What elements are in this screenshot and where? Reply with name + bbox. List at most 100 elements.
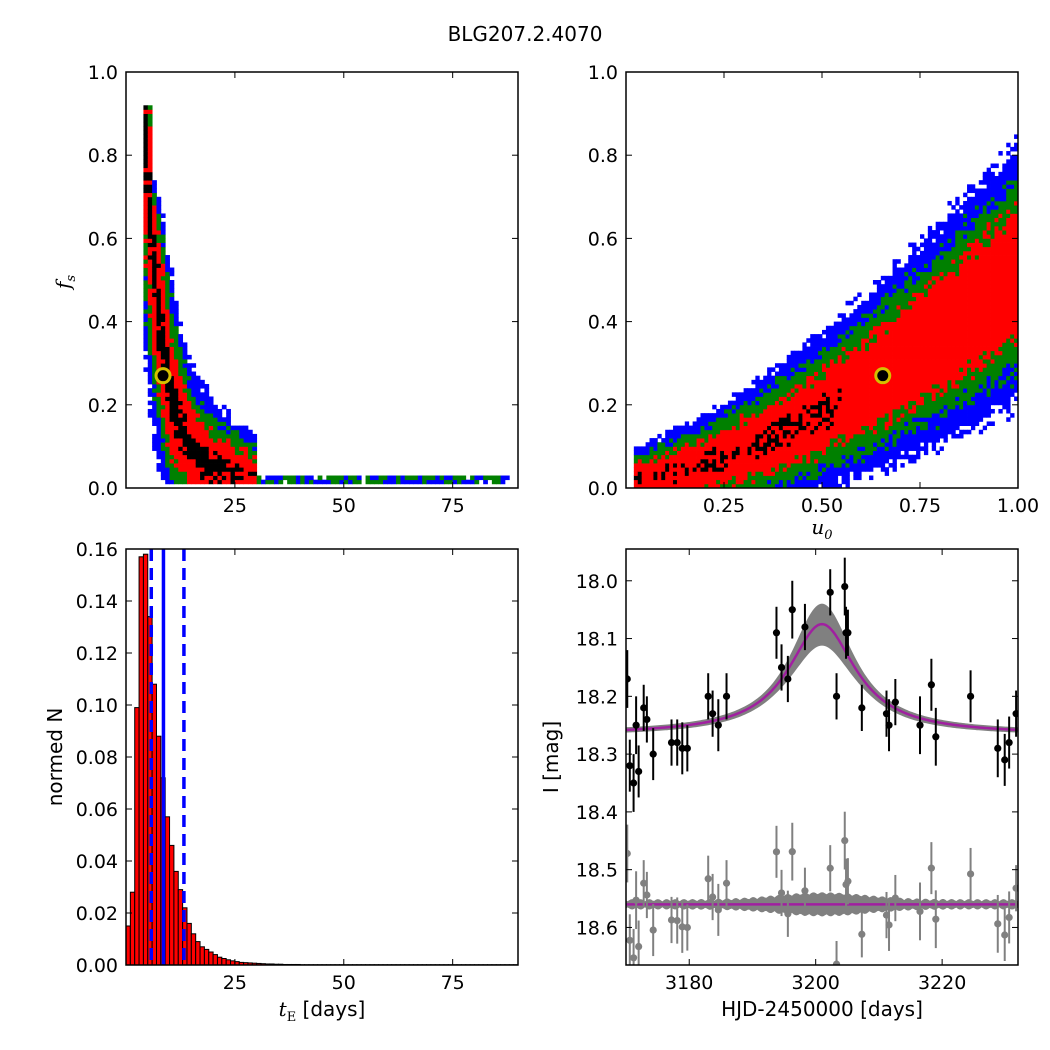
te-fs-cell (239, 425, 244, 431)
u0-fs-cell (986, 350, 991, 356)
te-fs-cell (213, 463, 218, 468)
te-fs-cell (186, 450, 192, 456)
u0-fs-cell (720, 438, 725, 443)
te-fs-cell (147, 313, 153, 318)
u0-fs-cell (908, 321, 913, 327)
u0-fs-cell (916, 425, 921, 431)
u0-fs-cell (794, 433, 799, 439)
u0-fs-cell (908, 300, 913, 306)
u0-fs-cell (931, 342, 937, 347)
u0-fs-cell (1006, 221, 1011, 227)
u0-fs-cell (994, 309, 999, 314)
u0-fs-cell (880, 284, 886, 289)
u0-fs-cell (916, 284, 921, 289)
u0-fs-cell (684, 475, 690, 481)
u0-fs-cell (1006, 313, 1011, 318)
te-fs-cell (226, 438, 231, 443)
u0-fs-cell (904, 300, 909, 306)
u0-fs-cell (927, 338, 933, 343)
u0-fs-cell (735, 471, 741, 476)
u0-fs-cell (978, 267, 984, 273)
u0-fs-cell (978, 209, 984, 214)
u0-fs-cell (967, 271, 972, 277)
u0-fs-cell (727, 458, 733, 464)
u0-fs-cell (967, 413, 972, 418)
u0-fs-cell (680, 479, 686, 485)
u0-fs-cell (782, 454, 788, 460)
u0-fs-cell (888, 367, 893, 372)
u0-fs-cell (935, 400, 940, 406)
te-fs-cell (204, 425, 210, 431)
u0-fs-cell (853, 363, 858, 368)
u0-fs-cell (872, 379, 878, 385)
u0-fs-cell (943, 375, 948, 381)
u0-fs-cell (825, 408, 831, 414)
data-point (932, 733, 940, 741)
u0-fs-cell (872, 350, 878, 356)
te-fs-cell (230, 471, 236, 476)
u0-fs-cell (767, 479, 772, 485)
te-fs-cell (152, 221, 157, 227)
u0-fs-cell (982, 255, 988, 260)
te-fs-cell (239, 458, 244, 464)
u0-fs-cell (967, 255, 972, 260)
te-fs-cell (147, 359, 153, 364)
u0-fs-cell (724, 479, 729, 485)
te-fs-cell (491, 479, 497, 485)
u0-fs-cell (857, 475, 862, 481)
u0-fs-cell (908, 292, 913, 298)
u0-fs-cell (880, 363, 886, 368)
u0-fs-cell (955, 296, 960, 302)
u0-fs-cell (825, 342, 831, 347)
model-uncertainty-band (626, 603, 1018, 733)
u0-fs-cell (912, 313, 917, 318)
residual-point (683, 923, 691, 932)
u0-fs-cell (853, 446, 858, 451)
u0-fs-cell (825, 446, 831, 451)
u0-fs-cell (818, 425, 823, 431)
te-fs-cell (165, 446, 170, 451)
te-fs-cell (234, 429, 240, 435)
panel-light-curve: 3180 3200 322018.018.118.218.318.418.518.6… (539, 548, 1019, 1021)
u0-fs-cell (837, 375, 842, 381)
u0-fs-cell (641, 467, 646, 472)
u0-fs-cell (747, 421, 752, 426)
u0-fs-cell (904, 334, 909, 339)
u0-fs-cell (947, 392, 952, 397)
u0-fs-cell (763, 408, 768, 414)
u0-fs-cell (974, 400, 980, 406)
u0-fs-cell (998, 205, 1003, 210)
te-fs-cell (182, 346, 188, 352)
te-fs-cell (147, 130, 153, 135)
u0-fs-cell (908, 388, 913, 393)
residual-point (722, 879, 731, 887)
u0-fs-cell (912, 250, 917, 256)
u0-fs-cell (1010, 267, 1015, 273)
u0-fs-cell (673, 483, 678, 489)
te-fs-cell (143, 188, 149, 194)
u0-fs-cell (912, 421, 917, 426)
u0-fs-cell (814, 404, 819, 410)
te-fs-cell (173, 379, 179, 385)
u0-fs-cell (778, 371, 784, 377)
u0-fs-cell (872, 280, 878, 285)
u0-fs-cell (806, 450, 811, 456)
u0-fs-cell (963, 200, 968, 206)
u0-fs-cell (974, 205, 980, 210)
te-fs-cell (143, 304, 149, 310)
te-fs-cell (252, 433, 258, 439)
u0-fs-cell (939, 317, 944, 322)
u0-fs-cell (865, 342, 870, 347)
u0-fs-cell (1010, 371, 1015, 377)
te-fs-cell (169, 288, 175, 293)
u0-fs-cell (951, 292, 956, 298)
data-point (772, 629, 781, 637)
te-fs-cell (195, 450, 201, 456)
data-point (966, 692, 975, 700)
u0-fs-cell (861, 467, 866, 472)
u0-fs-cell (861, 392, 866, 397)
te-fs-cell (356, 479, 362, 485)
u0-fs-cell (833, 438, 839, 443)
u0-fs-cell (888, 288, 893, 293)
u0-fs-cell (720, 454, 725, 460)
